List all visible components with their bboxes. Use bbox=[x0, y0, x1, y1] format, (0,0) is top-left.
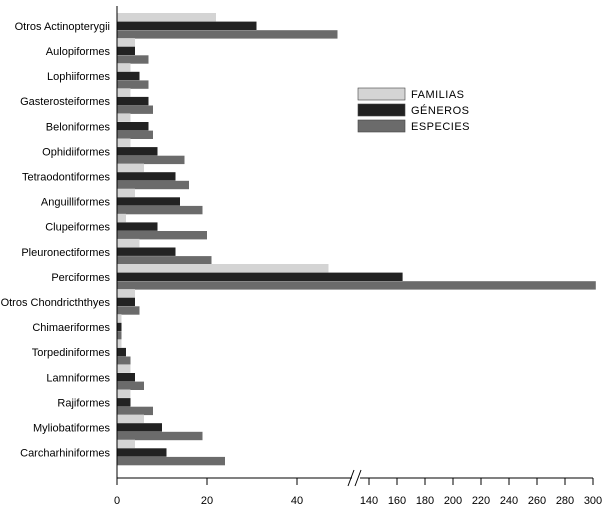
bar-géneros-11 bbox=[117, 297, 135, 307]
bar-familias-11 bbox=[117, 289, 135, 298]
bar-especies-7 bbox=[117, 205, 203, 215]
bar-familias-4 bbox=[117, 113, 131, 122]
bar-familias-2 bbox=[117, 63, 131, 72]
axis-break-mark bbox=[347, 469, 355, 487]
legend-label-familias: FAMILIAS bbox=[411, 89, 465, 101]
bar-familias-16 bbox=[117, 414, 144, 423]
x-tick-label: 160 bbox=[388, 495, 406, 507]
bar-géneros-14 bbox=[117, 373, 135, 382]
bar-especies-1 bbox=[117, 55, 149, 64]
legend-label-especies: ESPECIES bbox=[411, 121, 470, 133]
bar-familias-3 bbox=[117, 88, 131, 97]
bar-especies-8 bbox=[117, 231, 207, 240]
category-label: Anguilliformes bbox=[41, 197, 111, 209]
bar-especies-6 bbox=[117, 180, 189, 190]
bar-especies-17 bbox=[117, 456, 225, 466]
legend-swatch-especies bbox=[357, 119, 406, 133]
category-label: Beloniformes bbox=[46, 121, 111, 133]
category-label: Perciformes bbox=[51, 272, 110, 284]
bar-géneros-0 bbox=[117, 21, 257, 30]
bar-géneros-13 bbox=[117, 347, 126, 357]
x-tick-label: 20 bbox=[201, 495, 213, 507]
legend-label-géneros: GÉNEROS bbox=[411, 104, 470, 117]
bar-especies-0 bbox=[117, 30, 338, 39]
bar-géneros-2 bbox=[117, 71, 140, 81]
category-label: Clupeiformes bbox=[45, 222, 110, 234]
bar-géneros-3 bbox=[117, 96, 149, 106]
category-label: Lophiiformes bbox=[47, 71, 110, 83]
bar-especies-4 bbox=[117, 130, 153, 139]
bar-géneros-6 bbox=[117, 172, 176, 181]
category-label: Carcharhiniformes bbox=[20, 448, 110, 460]
category-label: Otros Actinopterygii bbox=[15, 21, 110, 33]
bar-especies-13 bbox=[117, 356, 131, 365]
legend-swatch-familias bbox=[357, 87, 406, 101]
x-tick-label: 280 bbox=[556, 495, 574, 507]
bar-especies-3 bbox=[117, 105, 153, 114]
bar-familias-7 bbox=[117, 188, 135, 198]
bar-especies-10 bbox=[117, 281, 596, 290]
axes-group: 0 20 40 140 160 180 200 220 240 260 280 300 bbox=[114, 6, 602, 507]
category-label: Tetraodontiformes bbox=[22, 172, 111, 184]
category-label: Ophidiiformes bbox=[42, 146, 110, 158]
x-tick-label: 0 bbox=[114, 495, 120, 507]
bar-géneros-4 bbox=[117, 122, 149, 131]
bar-géneros-7 bbox=[117, 197, 180, 206]
bar-géneros-5 bbox=[117, 147, 158, 156]
bar-géneros-1 bbox=[117, 46, 135, 56]
bar-especies-16 bbox=[117, 431, 203, 441]
bar-familias-15 bbox=[117, 389, 131, 398]
bar-familias-12 bbox=[117, 314, 122, 323]
x-tick-label: 40 bbox=[291, 495, 303, 507]
category-label: Lamniformes bbox=[46, 372, 110, 384]
category-label: Chimaeriformes bbox=[32, 322, 110, 334]
bar-familias-9 bbox=[117, 238, 140, 248]
bar-géneros-16 bbox=[117, 423, 162, 432]
bar-géneros-15 bbox=[117, 398, 131, 407]
x-tick-label: 220 bbox=[472, 495, 490, 507]
bar-géneros-8 bbox=[117, 222, 158, 231]
category-label: Otros Chondricththyes bbox=[1, 297, 111, 309]
legend: FAMILIAS GÉNEROS ESPECIES bbox=[357, 87, 470, 133]
bar-especies-12 bbox=[117, 331, 122, 340]
bar-familias-13 bbox=[117, 339, 122, 348]
bar-familias-14 bbox=[117, 364, 131, 373]
category-labels: Otros Actinopterygii Aulopiformes Lophiifo… bbox=[1, 21, 111, 460]
legend-swatch-géneros bbox=[357, 103, 406, 117]
bar-especies-11 bbox=[117, 306, 140, 315]
bar-familias-10 bbox=[117, 264, 329, 273]
category-label: Aulopiformes bbox=[46, 46, 111, 58]
bar-géneros-17 bbox=[117, 448, 167, 457]
bar-especies-15 bbox=[117, 406, 153, 416]
category-label: Myliobatiformes bbox=[33, 423, 111, 435]
category-label: Pleuronectiformes bbox=[21, 247, 110, 259]
bar-géneros-10 bbox=[117, 272, 403, 281]
x-tick-label: 180 bbox=[416, 495, 434, 507]
x-tick-label: 140 bbox=[360, 495, 378, 507]
x-tick-label: 200 bbox=[444, 495, 462, 507]
bar-familias-17 bbox=[117, 439, 135, 449]
bar-géneros-12 bbox=[117, 322, 122, 332]
category-label: Torpediniformes bbox=[32, 347, 111, 359]
bar-géneros-9 bbox=[117, 247, 176, 256]
x-tick-label: 260 bbox=[528, 495, 546, 507]
bar-especies-14 bbox=[117, 381, 144, 390]
bar-especies-2 bbox=[117, 80, 149, 89]
bar-especies-5 bbox=[117, 155, 185, 165]
bar-familias-5 bbox=[117, 138, 131, 147]
bars-group bbox=[117, 13, 596, 466]
category-label: Gasterosteiformes bbox=[20, 96, 110, 108]
bar-familias-6 bbox=[117, 163, 144, 172]
x-tick-label: 300 bbox=[584, 495, 602, 507]
x-tick-label: 240 bbox=[500, 495, 518, 507]
category-label: Rajiformes bbox=[57, 397, 110, 409]
axis-break-mark bbox=[354, 469, 362, 487]
bar-especies-9 bbox=[117, 256, 212, 265]
bar-familias-0 bbox=[117, 13, 216, 22]
bar-familias-1 bbox=[117, 38, 135, 47]
bar-familias-8 bbox=[117, 213, 126, 223]
